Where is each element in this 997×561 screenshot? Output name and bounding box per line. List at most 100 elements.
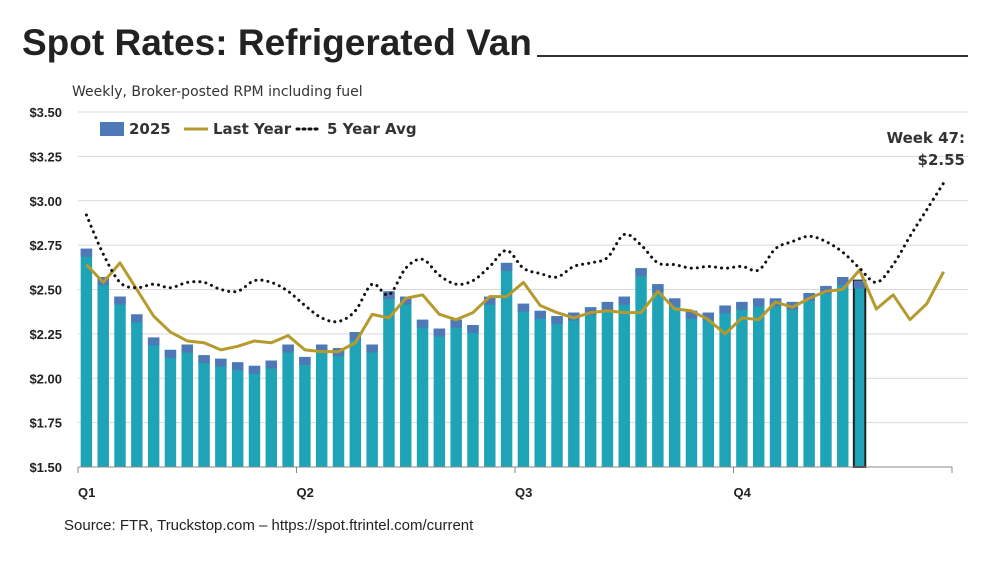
x-tick-label: Q1: [78, 485, 95, 500]
y-tick-label: $1.75: [29, 416, 62, 431]
bar-2025: [786, 301, 799, 467]
bar-2025-cap: [837, 277, 849, 286]
bar-2025: [484, 296, 496, 467]
bar-2025: [265, 360, 278, 467]
y-tick-label: $2.00: [29, 371, 62, 386]
bar-2025: [315, 344, 328, 467]
bar-2025: [551, 316, 563, 467]
bar-2025-cap: [299, 356, 311, 365]
chart-subtitle: Weekly, Broker-posted RPM including fuel: [72, 84, 363, 100]
bar-2025: [820, 285, 832, 467]
bar-2025: [702, 312, 715, 467]
page-title: Spot Rates: Refrigerated Van: [22, 22, 532, 63]
bar-2025: [97, 277, 109, 467]
bar-2025: [282, 344, 294, 467]
legend-label-5yr-avg: 5 Year Avg: [327, 120, 417, 138]
bar-2025-cap: [181, 344, 193, 353]
bar-2025-cap: [500, 262, 513, 271]
bar-2025-cap: [147, 337, 160, 346]
bar-2025: [416, 319, 429, 467]
title-underline: [537, 55, 968, 57]
bar-2025: [248, 365, 261, 467]
bar-2025: [803, 293, 815, 467]
bar-2025: [736, 301, 748, 467]
y-tick-label: $1.50: [29, 460, 62, 475]
bar-2025-cap: [652, 284, 664, 293]
bar-2025: [685, 310, 698, 467]
bar-2025: [534, 310, 546, 467]
legend-swatch-2025: [100, 122, 124, 136]
bar-2025-cap: [131, 314, 143, 323]
bar-2025-cap: [315, 344, 328, 353]
bar-2025: [719, 305, 731, 467]
bar-2025: [114, 296, 126, 467]
bar-2025: [299, 356, 311, 467]
bar-2025: [80, 248, 93, 467]
bar-2025: [852, 279, 867, 468]
bar-2025: [652, 284, 664, 467]
x-tick-label: Q3: [515, 485, 532, 500]
line-last-year: [85, 261, 945, 354]
bar-2025-cap: [752, 298, 765, 307]
bar-2025-cap: [702, 312, 715, 321]
bar-2025-cap: [231, 362, 244, 371]
bar-2025-cap: [601, 301, 614, 310]
x-tick-label: Q2: [297, 485, 314, 500]
bar-2025-cap: [215, 358, 227, 367]
bar-2025: [467, 325, 479, 467]
source-note: Source: FTR, Truckstop.com – https://spo…: [64, 517, 474, 534]
bar-2025-cap: [282, 344, 294, 353]
y-tick-label: $3.00: [29, 194, 62, 209]
bar-2025: [769, 298, 782, 467]
legend-label-last-year: Last Year: [213, 120, 292, 138]
annotation-value: $2.55: [918, 151, 965, 169]
bar-2025: [837, 277, 849, 467]
bar-2025-cap: [736, 301, 748, 310]
bar-2025: [635, 268, 647, 467]
bar-2025-cap: [450, 319, 462, 328]
bar-2025: [131, 314, 143, 467]
bar-2025: [584, 307, 597, 467]
bar-2025: [215, 358, 227, 467]
bar-2025: [366, 344, 378, 467]
bar-2025: [400, 296, 412, 467]
bar-2025-cap: [668, 298, 681, 307]
bar-2025-cap: [685, 310, 698, 319]
bar-2025: [433, 328, 446, 467]
bar-2025-cap: [853, 280, 866, 289]
bar-2025: [568, 312, 580, 467]
bar-2025: [618, 296, 630, 467]
legend: 2025 Last Year 5 Year Avg: [100, 120, 417, 138]
bar-2025: [164, 349, 177, 467]
bar-2025-cap: [467, 325, 479, 333]
y-tick-label: $3.50: [29, 105, 62, 120]
y-tick-label: $2.50: [29, 283, 62, 298]
bar-2025-cap: [517, 303, 530, 312]
bar-2025: [147, 337, 160, 467]
bar-2025: [332, 348, 345, 467]
bar-2025-cap: [534, 310, 546, 319]
bar-2025-cap: [198, 355, 210, 364]
y-tick-label: $2.75: [29, 238, 62, 253]
annotation-week: Week 47:: [887, 129, 965, 147]
bar-2025-cap: [433, 328, 446, 337]
bar-2025-cap: [635, 268, 647, 277]
bar-2025: [668, 298, 681, 467]
bar-2025-cap: [164, 349, 177, 358]
bar-2025-cap: [80, 248, 93, 257]
bar-2025-cap: [383, 291, 395, 300]
y-tick-label: $3.25: [29, 149, 62, 164]
bar-2025: [198, 355, 210, 467]
bar-2025: [181, 344, 193, 467]
bar-2025: [349, 332, 362, 467]
bar-2025-cap: [114, 296, 126, 305]
bar-2025: [383, 291, 395, 467]
bar-2025: [450, 319, 462, 467]
bar-2025-cap: [484, 296, 496, 305]
bar-2025-cap: [366, 344, 378, 353]
bar-2025: [500, 262, 513, 467]
bar-2025: [752, 298, 765, 467]
bar-2025-cap: [248, 365, 261, 374]
bar-2025-cap: [551, 316, 563, 325]
